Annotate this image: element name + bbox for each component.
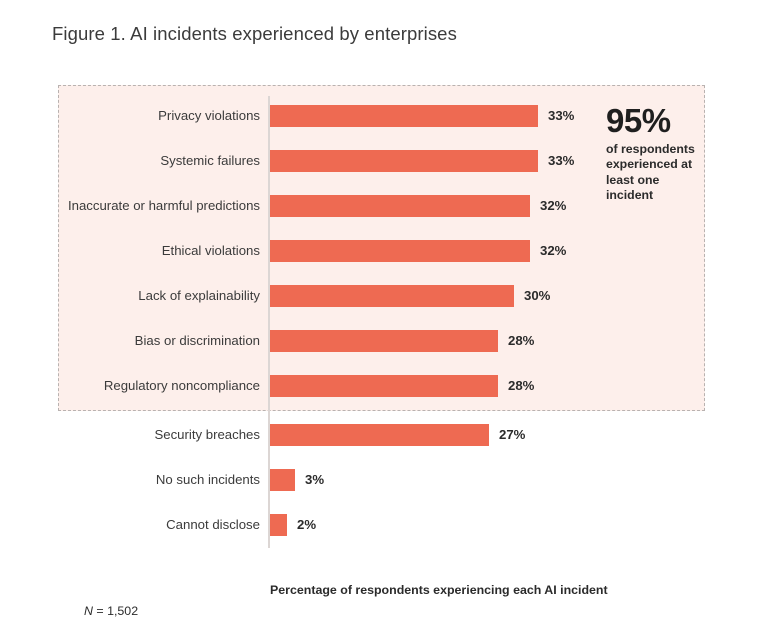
bar-category-label: No such incidents [155, 472, 260, 487]
sample-size-symbol: N [84, 604, 93, 618]
bar-category-label: Security breaches [154, 427, 260, 442]
page-title: Figure 1. AI incidents experienced by en… [52, 23, 457, 44]
bar-rect [270, 375, 498, 397]
sample-size-value: = 1,502 [92, 604, 139, 618]
bar-rect [270, 514, 287, 536]
bar-category-label: Lack of explainability [138, 288, 260, 303]
bar-category-label: Ethical violations [161, 243, 260, 258]
bar-rect [270, 469, 295, 491]
bar-category-label: Regulatory noncompliance [103, 378, 260, 393]
bar-rect [270, 240, 530, 262]
x-axis-caption: Percentage of respondents experiencing e… [270, 583, 608, 597]
callout-stat-value: 95% [606, 102, 671, 139]
bar-rect [270, 330, 498, 352]
bar-value-label: 33% [548, 108, 575, 123]
bar-rect [270, 285, 514, 307]
callout-annotation: 95% of respondents experienced at least … [606, 104, 702, 204]
bar-rect [270, 195, 530, 217]
bar-category-label: Cannot disclose [166, 517, 260, 532]
bar-rect [270, 424, 489, 446]
bar-value-label: 32% [540, 243, 567, 258]
bar-value-label: 27% [499, 427, 526, 442]
bar-category-label: Systemic failures [160, 153, 260, 168]
bar-category-label: Inaccurate or harmful predictions [67, 198, 260, 213]
bar-value-label: 30% [524, 288, 551, 303]
bar-value-label: 28% [508, 378, 535, 393]
sample-size-note: N = 1,502 [84, 604, 138, 618]
bar-value-label: 3% [305, 472, 325, 487]
bar-category-label: Privacy violations [158, 108, 260, 123]
bar-category-label: Bias or discrimination [134, 333, 260, 348]
callout-description: of respondents experienced at least one … [606, 142, 695, 203]
bar-rect [270, 150, 538, 172]
bar-rect [270, 105, 538, 127]
bar-value-label: 32% [540, 198, 567, 213]
value-axis-line [268, 96, 270, 548]
bar-value-label: 33% [548, 153, 575, 168]
bar-value-label: 28% [508, 333, 535, 348]
bar-value-label: 2% [297, 517, 317, 532]
